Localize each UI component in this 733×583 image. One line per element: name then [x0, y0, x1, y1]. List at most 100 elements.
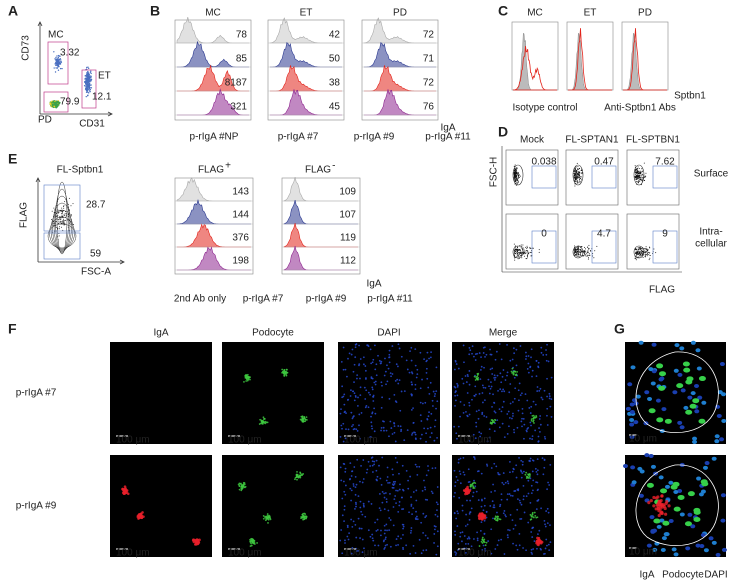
nucleus	[410, 505, 413, 507]
nucleus	[361, 551, 364, 554]
nucleus	[369, 348, 372, 351]
nucleus	[500, 358, 503, 361]
nucleus	[362, 502, 365, 505]
cell	[240, 483, 243, 486]
nucleus	[341, 385, 344, 388]
cell	[303, 512, 306, 515]
dot	[57, 54, 60, 57]
nucleus	[538, 529, 541, 532]
nucleus	[360, 510, 363, 513]
dot	[513, 172, 515, 174]
nucleus	[513, 428, 515, 431]
nucleus	[496, 511, 498, 514]
nucleus	[376, 529, 379, 531]
nucleus	[479, 369, 482, 371]
legend-entry: p-rIgA #11	[425, 132, 471, 143]
nucleus	[425, 474, 428, 477]
dot	[574, 251, 576, 253]
nucleus	[371, 361, 374, 364]
plot-frame	[566, 21, 614, 91]
dot	[515, 169, 517, 171]
nucleus	[424, 516, 427, 519]
cell	[302, 420, 305, 423]
nucleus	[499, 505, 501, 508]
dot	[639, 254, 641, 256]
nucleus	[380, 483, 383, 486]
nucleus	[530, 484, 533, 487]
nucleus	[436, 400, 439, 403]
nucleus	[548, 392, 551, 395]
nucleus	[519, 394, 522, 397]
nucleus	[421, 402, 424, 405]
scale-bar-label: 100 μm	[344, 548, 378, 559]
dot	[59, 226, 61, 228]
nucleus	[660, 547, 666, 552]
nucleus	[699, 544, 705, 549]
cell	[263, 417, 266, 420]
nucleus	[454, 394, 457, 397]
nucleus	[409, 532, 412, 534]
nucleus	[505, 515, 507, 518]
dot	[524, 251, 526, 253]
dot	[63, 205, 65, 207]
nucleus	[501, 406, 504, 409]
nucleus	[478, 409, 480, 412]
nucleus	[508, 529, 511, 532]
dot	[57, 227, 59, 229]
dot	[56, 101, 59, 104]
nucleus	[720, 493, 726, 498]
nucleus	[375, 530, 378, 532]
nucleus	[520, 459, 523, 462]
scale-bar-label: 100 μm	[116, 548, 150, 559]
dot	[585, 255, 587, 257]
dot	[640, 252, 642, 254]
column-header: ET	[300, 8, 313, 19]
nucleus	[481, 499, 483, 502]
nucleus	[397, 544, 399, 546]
nucleus	[361, 513, 364, 516]
nucleus	[362, 504, 365, 507]
cell	[480, 512, 484, 515]
cell	[249, 378, 251, 381]
dot	[646, 254, 648, 256]
nucleus	[494, 411, 497, 414]
plot-frame	[174, 177, 254, 275]
dot	[649, 247, 651, 249]
nucleus	[344, 484, 347, 487]
nucleus	[696, 366, 702, 371]
dot	[576, 252, 578, 254]
nucleus	[388, 349, 391, 352]
nucleus	[496, 374, 499, 377]
nucleus	[697, 395, 703, 400]
nucleus	[498, 426, 501, 429]
nucleus	[354, 501, 357, 504]
nucleus	[462, 344, 465, 347]
mfi-value: 85	[236, 54, 248, 65]
gate	[591, 230, 617, 264]
nucleus	[373, 463, 376, 466]
cell	[495, 519, 497, 522]
dot	[592, 253, 594, 255]
histogram	[512, 45, 557, 91]
dot	[61, 221, 63, 223]
dot	[519, 250, 521, 252]
nucleus	[659, 518, 665, 523]
podocyte	[660, 488, 668, 494]
cell	[491, 421, 494, 424]
nucleus	[478, 392, 481, 395]
nucleus	[506, 480, 509, 483]
nucleus	[342, 346, 345, 349]
nucleus	[635, 394, 641, 399]
nucleus	[393, 425, 396, 428]
nucleus	[410, 527, 413, 529]
cell	[532, 420, 535, 423]
nucleus	[410, 503, 413, 506]
nucleus	[546, 544, 548, 547]
nucleus	[375, 459, 378, 462]
podocyte	[701, 481, 709, 487]
nucleus	[475, 421, 478, 424]
dot	[576, 182, 578, 184]
cell	[253, 539, 256, 542]
nucleus	[546, 507, 549, 510]
dot	[574, 173, 576, 175]
